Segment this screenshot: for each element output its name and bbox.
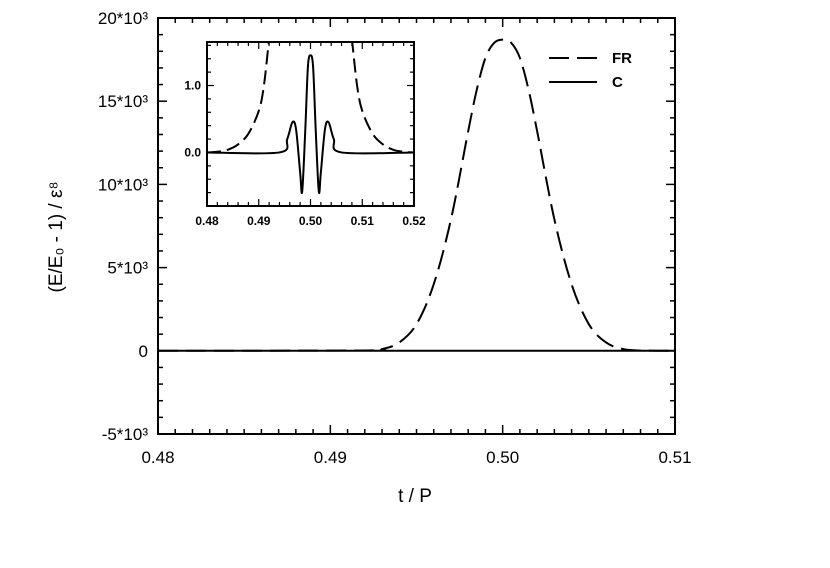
inset-series-line-fr-right [351, 42, 414, 154]
inset-plot: 0.48 0.49 0.50 0.51 0.52 0.0 1.0 [184, 41, 426, 228]
x-tick-label: 0.49 [314, 448, 347, 467]
inset-x-tick-label: 0.50 [299, 214, 323, 228]
y-tick-label: 20*10³ [98, 9, 148, 28]
legend: FR C [549, 50, 632, 91]
y-axis-title: (E/E₀ - 1) / ε⁸ [46, 182, 67, 293]
inset-y-tick-label: 0.0 [184, 145, 201, 159]
y-tick-label: 15*10³ [98, 92, 148, 111]
inset-x-tick-label: 0.49 [247, 214, 271, 228]
inset-frame [206, 41, 415, 207]
y-tick-label: 0 [139, 342, 148, 361]
series-line-fr [157, 38, 676, 352]
inset-x-tick-label: 0.52 [402, 214, 426, 228]
main-series-group [157, 38, 676, 352]
inset-x-tick-label: 0.51 [351, 214, 375, 228]
y-tick-label: 5*10³ [107, 259, 148, 278]
inset-x-tick-label: 0.48 [195, 214, 219, 228]
y-tick-label: -5*10³ [102, 425, 149, 444]
main-axis-ticks: 0.48 0.49 0.50 0.51 -5*10³ 0 5*10³ 10*10³ 15*10³… [98, 9, 692, 467]
y-tick-label: 10*10³ [98, 175, 148, 194]
inset-series-group [207, 42, 414, 194]
legend-label-c: C [612, 74, 623, 91]
x-axis-title: t / P [398, 486, 432, 507]
legend-label-fr: FR [612, 50, 632, 67]
inset-y-tick-label: 1.0 [184, 79, 201, 93]
inset-series-line-c [207, 54, 414, 194]
x-tick-label: 0.50 [486, 448, 519, 467]
inset-series-line-fr-left [207, 42, 270, 154]
x-tick-label: 0.51 [658, 448, 691, 467]
x-tick-label: 0.48 [141, 448, 174, 467]
